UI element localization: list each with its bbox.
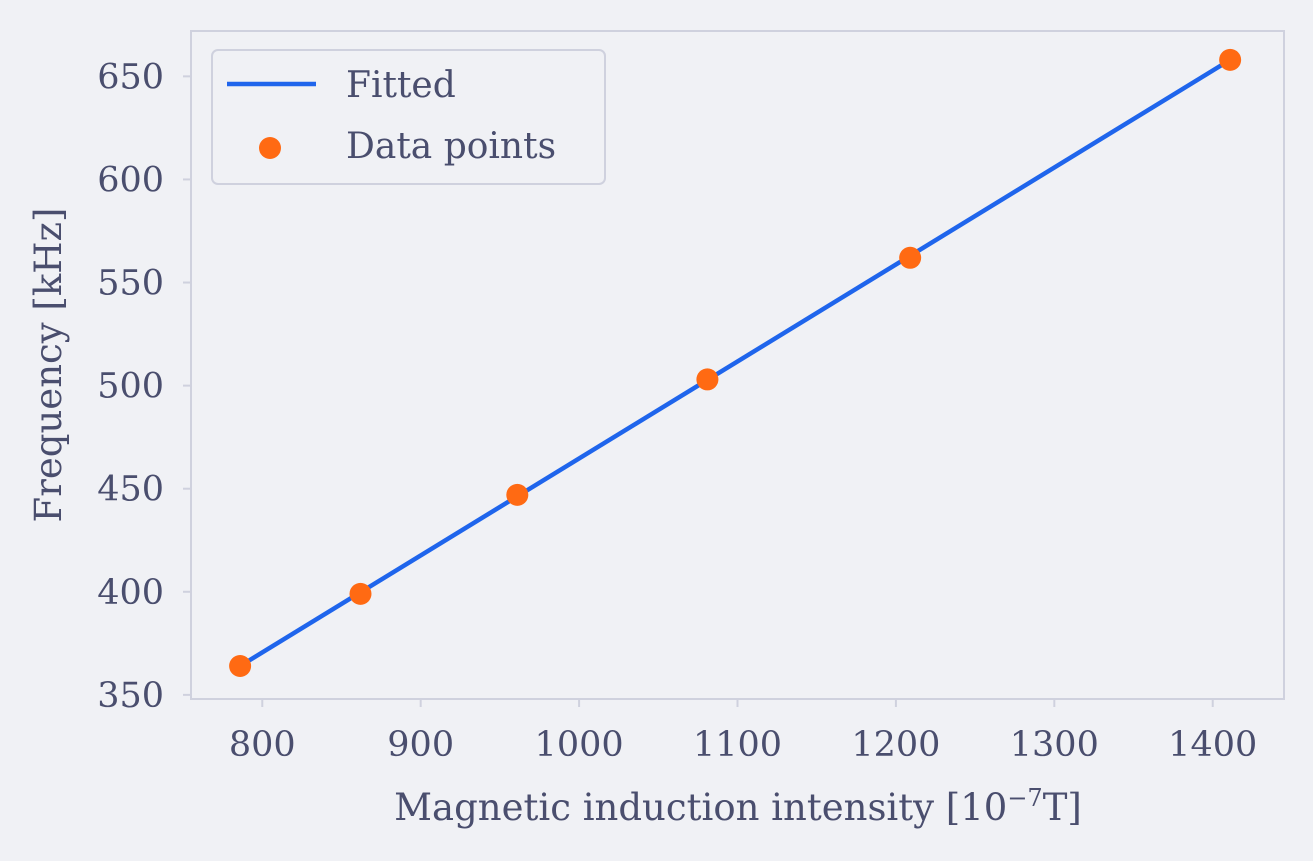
x-axis-ticks: 800 900 1000 1100 1200 1300 1400 — [229, 699, 1257, 765]
x-tick-label: 800 — [229, 725, 296, 765]
x-tick-label: 1200 — [851, 725, 940, 765]
legend-label-data-points: Data points — [346, 126, 556, 167]
y-tick-label: 400 — [97, 573, 164, 613]
fitted-line — [238, 57, 1232, 668]
y-tick-label: 500 — [97, 367, 164, 407]
y-tick-label: 650 — [97, 57, 164, 97]
x-axis-label-exponent: −7 — [1007, 784, 1042, 812]
y-axis-label: Frequency [kHz] — [27, 208, 70, 523]
y-tick-label: 550 — [97, 264, 164, 304]
data-point — [349, 582, 372, 605]
data-point — [506, 483, 529, 506]
legend-dot-swatch — [259, 137, 281, 159]
y-tick-label: 450 — [97, 470, 164, 510]
legend-label-fitted: Fitted — [346, 65, 456, 106]
data-point — [899, 246, 922, 269]
y-axis-ticks: 350 400 450 500 550 600 650 — [97, 57, 191, 716]
x-tick-label: 1400 — [1168, 725, 1257, 765]
data-point — [1219, 48, 1242, 71]
data-point — [696, 368, 719, 391]
x-tick-label: 900 — [387, 725, 454, 765]
y-tick-label: 350 — [97, 676, 164, 716]
x-axis-label-main: Magnetic induction intensity [10 — [394, 786, 1007, 829]
x-axis-label: Magnetic induction intensity [10−7T] — [394, 784, 1082, 829]
data-point — [229, 655, 252, 678]
x-tick-label: 1300 — [1010, 725, 1099, 765]
x-tick-label: 1000 — [535, 725, 624, 765]
series-layer — [229, 48, 1242, 678]
x-tick-label: 1100 — [693, 725, 782, 765]
y-tick-label: 600 — [97, 160, 164, 200]
x-axis-label-unit: T] — [1043, 786, 1082, 829]
legend: Fitted Data points — [211, 49, 606, 185]
